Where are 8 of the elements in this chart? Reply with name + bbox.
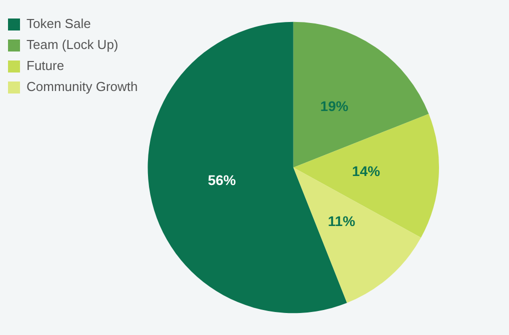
data-label: 11% xyxy=(328,212,356,229)
legend-label: Team (Lock Up) xyxy=(26,37,118,52)
legend-label: Future xyxy=(26,58,64,74)
legend-label: Community Growth xyxy=(26,79,138,94)
data-label: 19% xyxy=(320,98,349,114)
data-label: 56% xyxy=(208,172,236,188)
legend-label: Token Sale xyxy=(26,16,91,32)
data-label: 14% xyxy=(352,162,381,179)
